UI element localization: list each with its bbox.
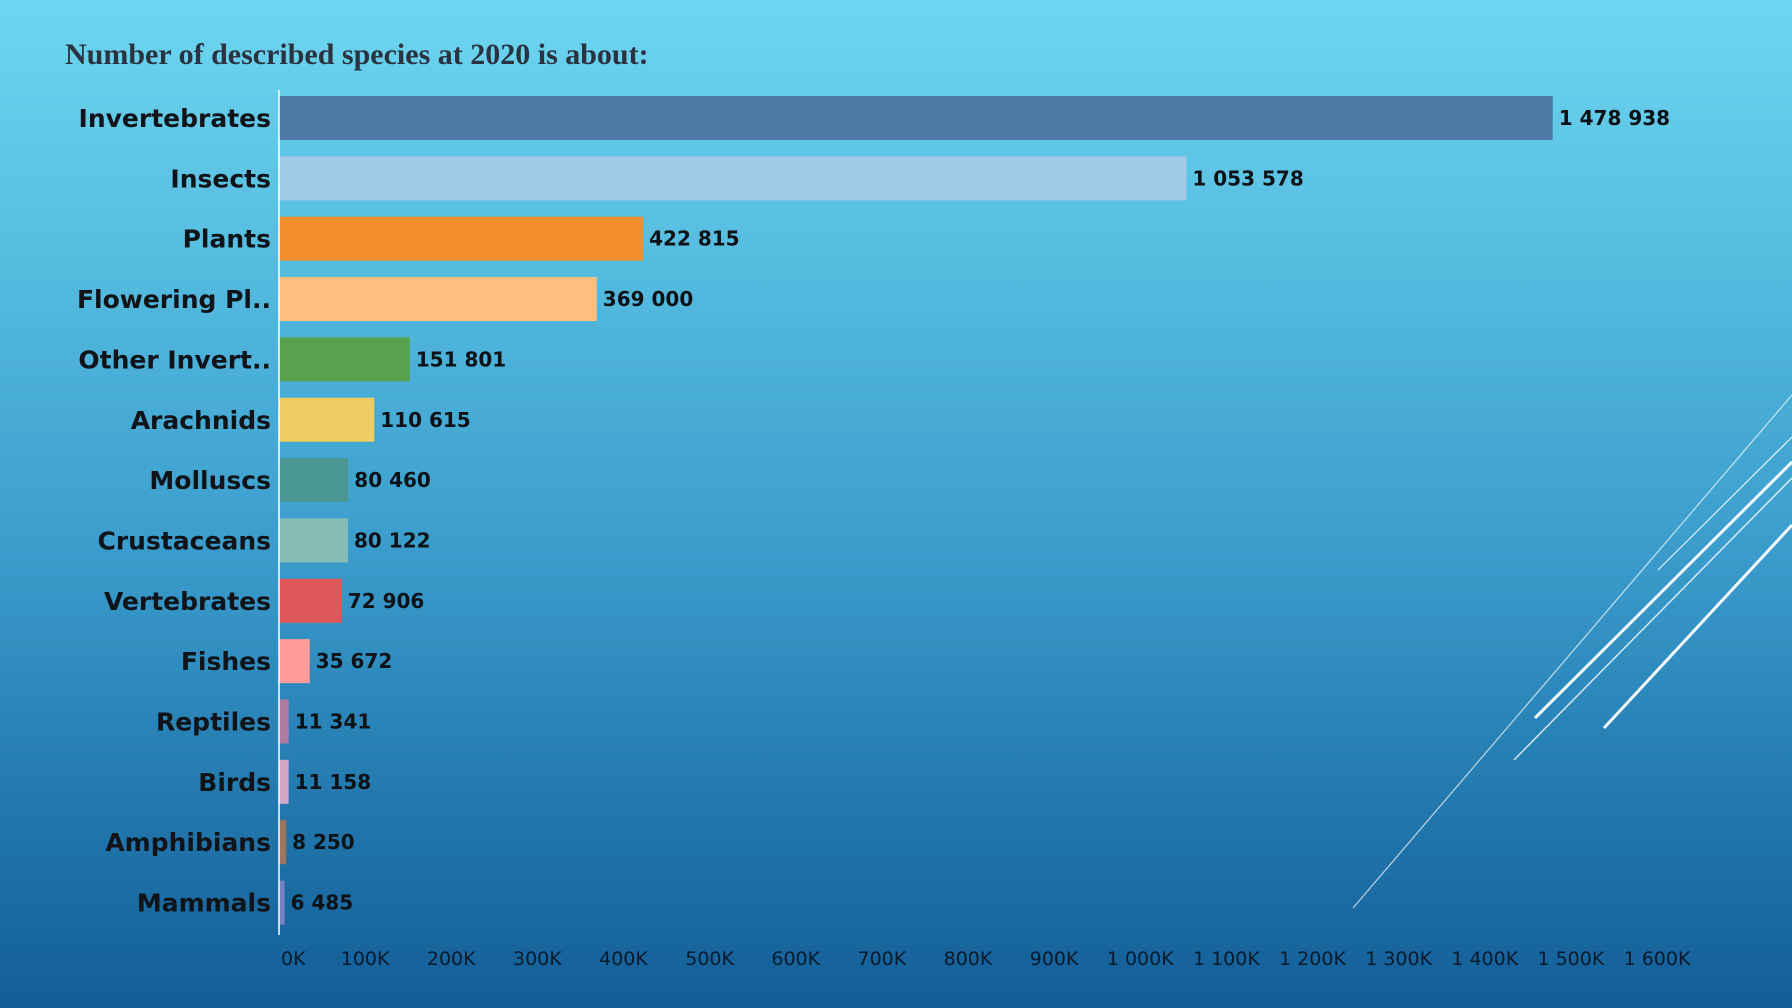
slide-title: Number of described species at 2020 is a… bbox=[65, 38, 649, 71]
bars-layer bbox=[279, 96, 1553, 925]
bar-11 bbox=[279, 759, 289, 804]
value-label-13: 6 485 bbox=[291, 891, 354, 915]
x-tick-label-2: 200K bbox=[427, 948, 476, 970]
bar-13 bbox=[279, 880, 285, 925]
value-label-11: 11 158 bbox=[295, 770, 372, 794]
value-label-0: 1 478 938 bbox=[1559, 106, 1670, 130]
value-labels: 1 478 938 1 053 578 422 815 369 000 151 801 1… bbox=[291, 106, 1670, 915]
value-label-6: 80 460 bbox=[354, 468, 431, 492]
bar-0 bbox=[279, 96, 1553, 140]
value-label-7: 80 122 bbox=[354, 528, 431, 552]
bar-3 bbox=[279, 277, 597, 322]
x-tick-label-3: 300K bbox=[513, 948, 562, 970]
bar-4 bbox=[279, 337, 410, 382]
x-axis-ticks: 0K 100K 200K 300K 400K 500K 600K 700K 800K 900K 1 … bbox=[281, 948, 1691, 970]
category-label-7: Crustaceans bbox=[98, 526, 272, 555]
category-label-2: Plants bbox=[183, 225, 271, 254]
x-tick-label-7: 700K bbox=[858, 948, 907, 970]
bar-2 bbox=[279, 216, 644, 261]
value-label-12: 8 250 bbox=[292, 830, 355, 854]
value-label-1: 1 053 578 bbox=[1192, 166, 1303, 190]
bar-6 bbox=[279, 458, 349, 503]
category-label-3: Flowering Pl.. bbox=[77, 285, 271, 314]
value-label-4: 151 801 bbox=[416, 347, 506, 371]
bar-8 bbox=[279, 578, 342, 623]
category-label-5: Arachnids bbox=[131, 406, 271, 435]
x-tick-label-16: 1 600K bbox=[1624, 948, 1691, 970]
value-label-3: 369 000 bbox=[603, 287, 693, 311]
x-tick-label-8: 800K bbox=[944, 948, 993, 970]
category-label-12: Amphibians bbox=[105, 828, 271, 857]
category-label-10: Reptiles bbox=[156, 708, 271, 737]
bar-7 bbox=[279, 518, 349, 563]
category-label-11: Birds bbox=[198, 768, 271, 797]
category-label-0: Invertebrates bbox=[79, 104, 271, 133]
x-tick-label-0: 0K bbox=[281, 948, 306, 970]
category-labels: Invertebrates Insects Plants Flowering Pl..… bbox=[77, 104, 271, 918]
category-label-13: Mammals bbox=[137, 889, 271, 918]
x-tick-label-12: 1 200K bbox=[1279, 948, 1346, 970]
value-label-10: 11 341 bbox=[295, 710, 372, 734]
value-label-2: 422 815 bbox=[649, 227, 739, 251]
x-tick-label-14: 1 400K bbox=[1451, 948, 1518, 970]
value-label-5: 110 615 bbox=[380, 408, 470, 432]
bar-5 bbox=[279, 397, 375, 442]
value-label-8: 72 906 bbox=[348, 589, 425, 613]
x-tick-label-5: 500K bbox=[685, 948, 734, 970]
bar-12 bbox=[279, 820, 287, 865]
x-tick-label-13: 1 300K bbox=[1365, 948, 1432, 970]
x-tick-label-10: 1 000K bbox=[1107, 948, 1174, 970]
category-label-6: Molluscs bbox=[149, 466, 271, 495]
category-label-1: Insects bbox=[170, 164, 271, 193]
x-tick-label-15: 1 500K bbox=[1537, 948, 1604, 970]
bar-1 bbox=[279, 156, 1187, 201]
category-label-9: Fishes bbox=[181, 647, 271, 676]
bar-9 bbox=[279, 639, 310, 684]
x-tick-label-1: 100K bbox=[341, 948, 390, 970]
category-label-4: Other Invert.. bbox=[78, 345, 271, 374]
category-label-8: Vertebrates bbox=[104, 587, 271, 616]
x-tick-label-9: 900K bbox=[1030, 948, 1079, 970]
x-tick-label-11: 1 100K bbox=[1193, 948, 1260, 970]
x-tick-label-6: 600K bbox=[771, 948, 820, 970]
value-label-9: 35 672 bbox=[316, 649, 393, 673]
bar-10 bbox=[279, 699, 289, 744]
x-tick-label-4: 400K bbox=[599, 948, 648, 970]
